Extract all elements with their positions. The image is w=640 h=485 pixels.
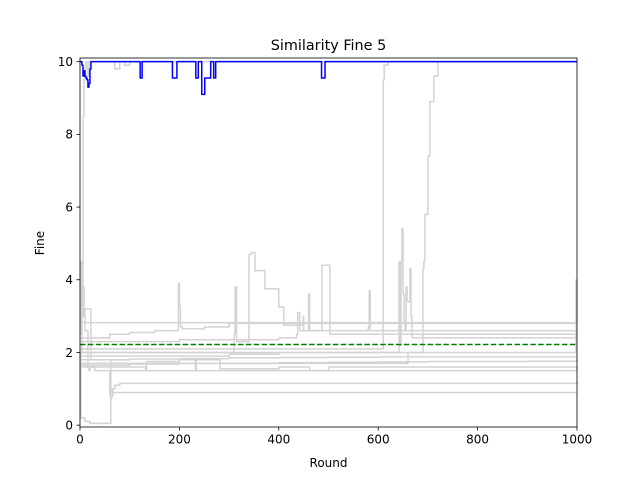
x-tick-label: 0 (76, 433, 84, 447)
x-tick-label: 1000 (562, 433, 593, 447)
background-series-line-4 (80, 367, 578, 425)
y-tick-label: 10 (58, 55, 73, 69)
y-tick-label: 2 (65, 346, 73, 360)
background-series-line-2 (80, 260, 577, 394)
background-series-line-6 (80, 251, 577, 354)
chart-title: Similarity Fine 5 (271, 38, 387, 54)
y-tick-label: 4 (65, 273, 73, 287)
background-series-line-7 (80, 289, 578, 343)
highlight-series-line (80, 60, 577, 96)
plot-frame (79, 57, 578, 428)
y-tick-label: 6 (65, 200, 73, 214)
background-series-line-14 (80, 279, 578, 354)
x-axis-label: Round (310, 456, 348, 470)
x-tick-label: 400 (267, 433, 290, 447)
x-tick-label: 200 (168, 433, 191, 447)
background-series-line-12 (80, 359, 578, 366)
x-tick-label: 800 (466, 433, 489, 447)
y-axis-label: Fine (33, 231, 47, 255)
x-tick-label: 600 (367, 433, 390, 447)
series-layer (80, 60, 578, 425)
background-series-line-9 (80, 60, 577, 365)
axes-layer: 0 200 400 600 800 1000 0 2 4 6 8 10 (58, 55, 593, 447)
background-series-line-10 (80, 358, 577, 372)
y-tick-label: 0 (65, 418, 73, 432)
background-series-line-11 (80, 356, 577, 361)
background-series-line-3 (80, 260, 578, 399)
background-series-line-5 (80, 282, 578, 339)
background-series-line-8 (80, 228, 577, 357)
background-series-line-15 (80, 60, 577, 350)
y-tick-label: 8 (65, 128, 73, 142)
